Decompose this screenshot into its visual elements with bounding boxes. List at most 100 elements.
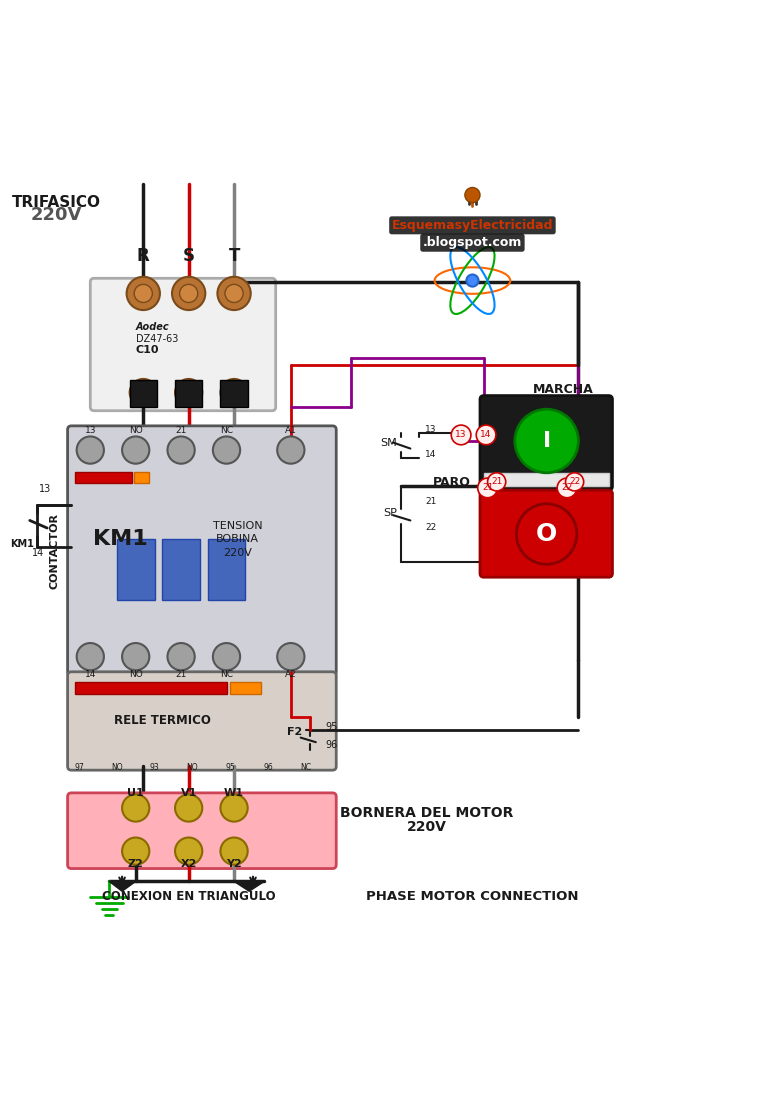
Text: NO: NO bbox=[129, 426, 143, 435]
Bar bbox=[175, 380, 202, 407]
Text: 14: 14 bbox=[425, 450, 436, 459]
Circle shape bbox=[172, 277, 205, 311]
Text: 220V: 220V bbox=[407, 820, 447, 834]
FancyBboxPatch shape bbox=[68, 793, 336, 868]
Polygon shape bbox=[234, 882, 264, 892]
Bar bbox=[75, 472, 132, 482]
Text: KM1: KM1 bbox=[10, 539, 34, 549]
Circle shape bbox=[122, 437, 149, 464]
Circle shape bbox=[179, 284, 198, 303]
Circle shape bbox=[127, 277, 160, 311]
Text: 95: 95 bbox=[325, 722, 337, 732]
Text: TRIFASICO: TRIFASICO bbox=[11, 195, 101, 210]
Text: Y2: Y2 bbox=[226, 859, 242, 869]
Text: C10: C10 bbox=[136, 345, 159, 355]
Bar bbox=[207, 539, 245, 600]
Text: 22: 22 bbox=[569, 477, 580, 487]
Text: T: T bbox=[229, 246, 239, 265]
Text: 96: 96 bbox=[325, 740, 337, 750]
Bar bbox=[162, 539, 200, 600]
Circle shape bbox=[277, 437, 305, 464]
Circle shape bbox=[516, 503, 577, 564]
Circle shape bbox=[565, 472, 584, 491]
Circle shape bbox=[77, 437, 104, 464]
Circle shape bbox=[467, 275, 479, 286]
Circle shape bbox=[478, 478, 497, 498]
Text: 22: 22 bbox=[425, 522, 436, 531]
Text: KM1: KM1 bbox=[93, 529, 148, 549]
Text: 13: 13 bbox=[425, 425, 436, 434]
Text: A2: A2 bbox=[285, 670, 296, 679]
Text: 14: 14 bbox=[480, 430, 492, 439]
Text: SM: SM bbox=[380, 438, 397, 448]
Bar bbox=[130, 380, 157, 407]
Text: EsquemasyElectricidad: EsquemasyElectricidad bbox=[391, 218, 553, 232]
Circle shape bbox=[220, 837, 248, 865]
Circle shape bbox=[477, 425, 496, 445]
Text: 13: 13 bbox=[455, 430, 467, 439]
FancyBboxPatch shape bbox=[480, 396, 613, 490]
Text: 21: 21 bbox=[482, 484, 493, 492]
Text: 93: 93 bbox=[150, 763, 160, 772]
FancyBboxPatch shape bbox=[68, 672, 336, 770]
Text: A1: A1 bbox=[285, 426, 296, 435]
Text: TENSION
BOBINA
220V: TENSION BOBINA 220V bbox=[213, 521, 263, 558]
Text: X2: X2 bbox=[180, 859, 197, 869]
Circle shape bbox=[122, 794, 149, 822]
Circle shape bbox=[122, 837, 149, 865]
Bar bbox=[484, 472, 609, 487]
Polygon shape bbox=[109, 882, 136, 892]
Text: NC: NC bbox=[220, 426, 233, 435]
Text: NC: NC bbox=[220, 670, 233, 679]
Text: Aodec: Aodec bbox=[136, 323, 169, 333]
Text: 97: 97 bbox=[74, 763, 84, 772]
Bar bbox=[220, 380, 248, 407]
Circle shape bbox=[130, 379, 157, 406]
Text: R: R bbox=[137, 246, 150, 265]
Circle shape bbox=[220, 379, 248, 406]
Text: W1: W1 bbox=[224, 788, 244, 798]
Circle shape bbox=[167, 643, 195, 670]
Circle shape bbox=[220, 794, 248, 822]
Text: CONEXION EN TRIANGULO: CONEXION EN TRIANGULO bbox=[102, 891, 275, 903]
Circle shape bbox=[557, 478, 577, 498]
Circle shape bbox=[488, 472, 505, 491]
FancyBboxPatch shape bbox=[90, 278, 276, 410]
Circle shape bbox=[225, 284, 243, 303]
Text: 13: 13 bbox=[84, 426, 96, 435]
Text: Z2: Z2 bbox=[128, 859, 144, 869]
Circle shape bbox=[217, 277, 251, 311]
Circle shape bbox=[515, 409, 578, 472]
Circle shape bbox=[175, 379, 202, 406]
Circle shape bbox=[213, 437, 240, 464]
Bar bbox=[135, 472, 149, 482]
Circle shape bbox=[451, 425, 471, 445]
Text: O: O bbox=[536, 522, 557, 546]
Text: S: S bbox=[182, 246, 195, 265]
Text: .blogspot.com: .blogspot.com bbox=[423, 236, 522, 250]
Text: PARO: PARO bbox=[433, 476, 471, 489]
Circle shape bbox=[167, 437, 195, 464]
Bar bbox=[75, 682, 226, 694]
Circle shape bbox=[77, 643, 104, 670]
Text: 96: 96 bbox=[263, 763, 273, 772]
Text: 14: 14 bbox=[84, 670, 96, 679]
Text: 22: 22 bbox=[562, 484, 572, 492]
Text: DZ47-63: DZ47-63 bbox=[136, 334, 178, 344]
Text: 21: 21 bbox=[425, 497, 436, 506]
Text: V1: V1 bbox=[180, 788, 197, 798]
Text: RELE TERMICO: RELE TERMICO bbox=[114, 714, 211, 728]
Text: 95: 95 bbox=[226, 763, 235, 772]
Bar bbox=[117, 539, 154, 600]
Circle shape bbox=[175, 794, 202, 822]
Text: 13: 13 bbox=[39, 485, 51, 495]
FancyBboxPatch shape bbox=[68, 426, 336, 675]
Text: SP: SP bbox=[383, 508, 397, 518]
Bar bbox=[230, 682, 261, 694]
Circle shape bbox=[213, 643, 240, 670]
Text: 21: 21 bbox=[176, 670, 187, 679]
Circle shape bbox=[277, 643, 305, 670]
Circle shape bbox=[465, 187, 480, 203]
Text: CONTACTOR: CONTACTOR bbox=[49, 512, 60, 589]
Text: NO: NO bbox=[129, 670, 143, 679]
